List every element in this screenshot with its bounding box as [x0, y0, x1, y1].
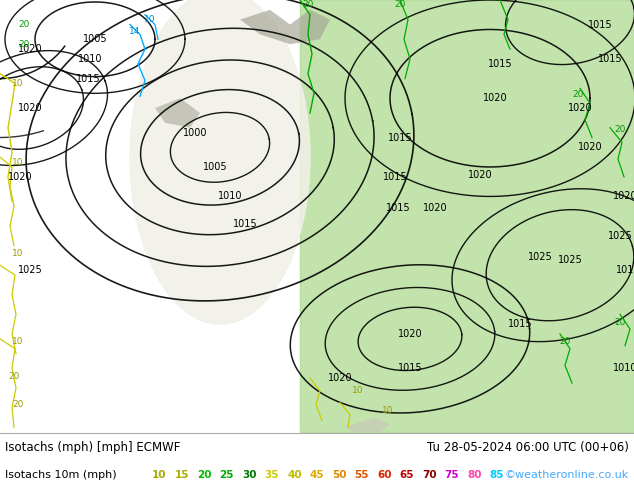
Text: 1005: 1005 [82, 34, 107, 44]
Text: 1025: 1025 [558, 255, 583, 265]
Text: Isotachs (mph) [mph] ECMWF: Isotachs (mph) [mph] ECMWF [5, 441, 181, 454]
Text: 1015: 1015 [387, 132, 412, 143]
Text: 1005: 1005 [203, 162, 228, 172]
Text: 1020: 1020 [578, 142, 602, 152]
Text: 1020: 1020 [612, 192, 634, 201]
Text: 20: 20 [12, 400, 23, 409]
Text: 20: 20 [18, 40, 30, 49]
Text: 14: 14 [129, 27, 141, 36]
Text: 1015: 1015 [398, 364, 422, 373]
Text: 10: 10 [145, 15, 156, 24]
Text: 1015: 1015 [598, 54, 623, 64]
Text: 10: 10 [12, 249, 23, 258]
Text: 1025: 1025 [527, 252, 552, 262]
Text: 1020: 1020 [8, 172, 32, 182]
Text: 70: 70 [422, 470, 437, 480]
Text: 1020: 1020 [398, 329, 422, 339]
Text: 1020: 1020 [567, 103, 592, 113]
Text: 20: 20 [8, 372, 20, 381]
Text: Isotachs 10m (mph): Isotachs 10m (mph) [5, 470, 117, 480]
Text: 1010: 1010 [217, 192, 242, 201]
Text: 1010: 1010 [78, 54, 102, 64]
Text: 45: 45 [309, 470, 324, 480]
Text: 1015: 1015 [588, 20, 612, 29]
Text: 1025: 1025 [607, 231, 632, 241]
Text: 10: 10 [353, 387, 364, 395]
Text: 20: 20 [559, 337, 571, 346]
Text: 20: 20 [614, 125, 626, 134]
Text: 1020: 1020 [328, 373, 353, 383]
Text: 40: 40 [287, 470, 302, 480]
Text: 1020: 1020 [18, 44, 42, 54]
Text: 1015: 1015 [233, 219, 257, 229]
Text: 1020: 1020 [18, 103, 42, 113]
Text: ©weatheronline.co.uk: ©weatheronline.co.uk [505, 470, 629, 480]
Polygon shape [240, 10, 330, 44]
Text: 20: 20 [614, 318, 626, 327]
Text: 15: 15 [174, 470, 189, 480]
Text: 65: 65 [399, 470, 414, 480]
Text: 1010: 1010 [612, 364, 634, 373]
Text: 1020: 1020 [482, 93, 507, 103]
Text: 75: 75 [444, 470, 459, 480]
Text: 10: 10 [152, 470, 167, 480]
Text: 10: 10 [382, 406, 394, 415]
Text: 1000: 1000 [183, 127, 207, 138]
Text: 25: 25 [219, 470, 234, 480]
Text: 1020: 1020 [468, 170, 493, 180]
Text: 10: 10 [12, 79, 23, 88]
Text: 1010: 1010 [616, 265, 634, 275]
Text: 20: 20 [18, 20, 30, 29]
Text: 1015: 1015 [75, 74, 100, 84]
Text: 35: 35 [264, 470, 279, 480]
Text: 20: 20 [394, 0, 406, 9]
Text: 1025: 1025 [18, 265, 42, 275]
Polygon shape [155, 98, 200, 128]
Text: 20: 20 [573, 90, 584, 99]
Text: 90: 90 [512, 470, 526, 480]
Text: 80: 80 [467, 470, 481, 480]
Text: 50: 50 [332, 470, 347, 480]
Text: 30: 30 [242, 470, 257, 480]
Text: 60: 60 [377, 470, 392, 480]
Text: Tu 28-05-2024 06:00 UTC (00+06): Tu 28-05-2024 06:00 UTC (00+06) [427, 441, 629, 454]
Text: 1015: 1015 [385, 203, 410, 213]
Ellipse shape [130, 0, 310, 324]
Text: 85: 85 [489, 470, 504, 480]
Text: 10: 10 [12, 158, 23, 167]
Text: 20: 20 [302, 0, 314, 9]
Text: 1020: 1020 [423, 203, 448, 213]
Text: 55: 55 [354, 470, 369, 480]
Text: 10: 10 [12, 337, 23, 346]
Text: 1015: 1015 [488, 59, 512, 69]
Text: 1015: 1015 [383, 172, 407, 182]
Polygon shape [345, 417, 390, 432]
Text: 20: 20 [197, 470, 212, 480]
Text: 1015: 1015 [508, 319, 533, 329]
